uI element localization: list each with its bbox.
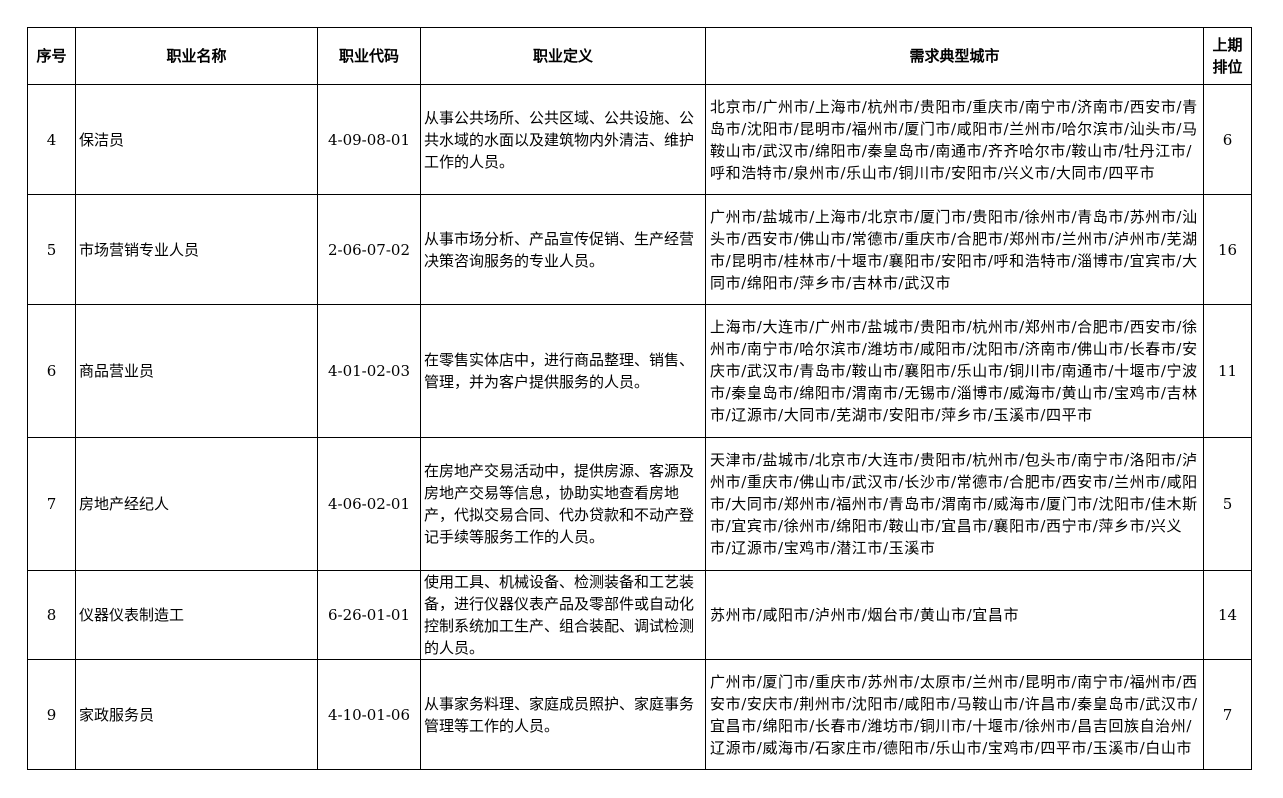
row-number: 4 [27,84,76,195]
demand-cities: 北京市/广州市/上海市/杭州市/贵阳市/重庆市/南宁市/济南市/西安市/青岛市/… [705,84,1204,195]
row-number: 9 [27,659,76,770]
previous-rank: 5 [1203,437,1252,571]
occupation-definition: 在零售实体店中，进行商品整理、销售、管理，并为客户提供服务的人员。 [420,304,706,438]
previous-rank: 16 [1203,194,1252,305]
header-row: 序号 职业名称 职业代码 职业定义 需求典型城市 上期排位 [27,27,1252,85]
previous-rank: 7 [1203,659,1252,770]
demand-cities: 广州市/盐城市/上海市/北京市/厦门市/贵阳市/徐州市/青岛市/苏州市/汕头市/… [705,194,1204,305]
row-number: 8 [27,570,76,660]
demand-cities: 苏州市/咸阳市/泸州市/烟台市/黄山市/宜昌市 [705,570,1204,660]
demand-cities: 上海市/大连市/广州市/盐城市/贵阳市/杭州市/郑州市/合肥市/西安市/徐州市/… [705,304,1204,438]
occupation-name: 房地产经纪人 [75,437,318,571]
previous-rank: 14 [1203,570,1252,660]
occupation-definition: 从事公共场所、公共区域、公共设施、公共水域的水面以及建筑物内外清洁、维护工作的人… [420,84,706,195]
header-name: 职业名称 [75,27,318,85]
occupation-code: 4-09-08-01 [317,84,421,195]
header-definition: 职业定义 [420,27,706,85]
occupation-name: 家政服务员 [75,659,318,770]
demand-cities: 天津市/盐城市/北京市/大连市/贵阳市/杭州市/包头市/南宁市/洛阳市/泸州市/… [705,437,1204,571]
previous-rank: 6 [1203,84,1252,195]
row-number: 7 [27,437,76,571]
header-no: 序号 [27,27,76,85]
table-row: 9 家政服务员 4-10-01-06 从事家务料理、家庭成员照护、家庭事务管理等工作的… [27,659,1252,770]
occupation-definition: 从事家务料理、家庭成员照护、家庭事务管理等工作的人员。 [420,659,706,770]
row-number: 6 [27,304,76,438]
occupation-code: 4-10-01-06 [317,659,421,770]
occupation-name: 仪器仪表制造工 [75,570,318,660]
occupation-definition: 在房地产交易活动中，提供房源、客源及房地产交易等信息，协助实地查看房地产，代拟交… [420,437,706,571]
header-cities: 需求典型城市 [705,27,1204,85]
table-row: 7 房地产经纪人 4-06-02-01 在房地产交易活动中，提供房源、客源及房地产交易… [27,437,1252,571]
occupation-name: 市场营销专业人员 [75,194,318,305]
table-row: 4 保洁员 4-09-08-01 从事公共场所、公共区域、公共设施、公共水域的水面以及… [27,84,1252,195]
occupation-code: 2-06-07-02 [317,194,421,305]
previous-rank: 11 [1203,304,1252,438]
occupation-code: 4-01-02-03 [317,304,421,438]
occupation-name: 保洁员 [75,84,318,195]
occupation-definition: 从事市场分析、产品宣传促销、生产经营决策咨询服务的专业人员。 [420,194,706,305]
header-code: 职业代码 [317,27,421,85]
row-number: 5 [27,194,76,305]
header-prev-rank: 上期排位 [1203,27,1252,85]
table-row: 5 市场营销专业人员 2-06-07-02 从事市场分析、产品宣传促销、生产经营决策咨… [27,194,1252,305]
table-row: 8 仪器仪表制造工 6-26-01-01 使用工具、机械设备、检测装备和工艺装备，进行… [27,570,1252,660]
table-row: 6 商品营业员 4-01-02-03 在零售实体店中，进行商品整理、销售、管理，并为客… [27,304,1252,438]
occupation-definition: 使用工具、机械设备、检测装备和工艺装备，进行仪器仪表产品及零部件或自动化控制系统… [420,570,706,660]
occupation-name: 商品营业员 [75,304,318,438]
occupation-code: 6-26-01-01 [317,570,421,660]
occupation-code: 4-06-02-01 [317,437,421,571]
occupation-table: 序号 职业名称 职业代码 职业定义 需求典型城市 上期排位 4 保洁员 4-09-0… [27,27,1252,770]
demand-cities: 广州市/厦门市/重庆市/苏州市/太原市/兰州市/昆明市/南宁市/福州市/西安市/… [705,659,1204,770]
